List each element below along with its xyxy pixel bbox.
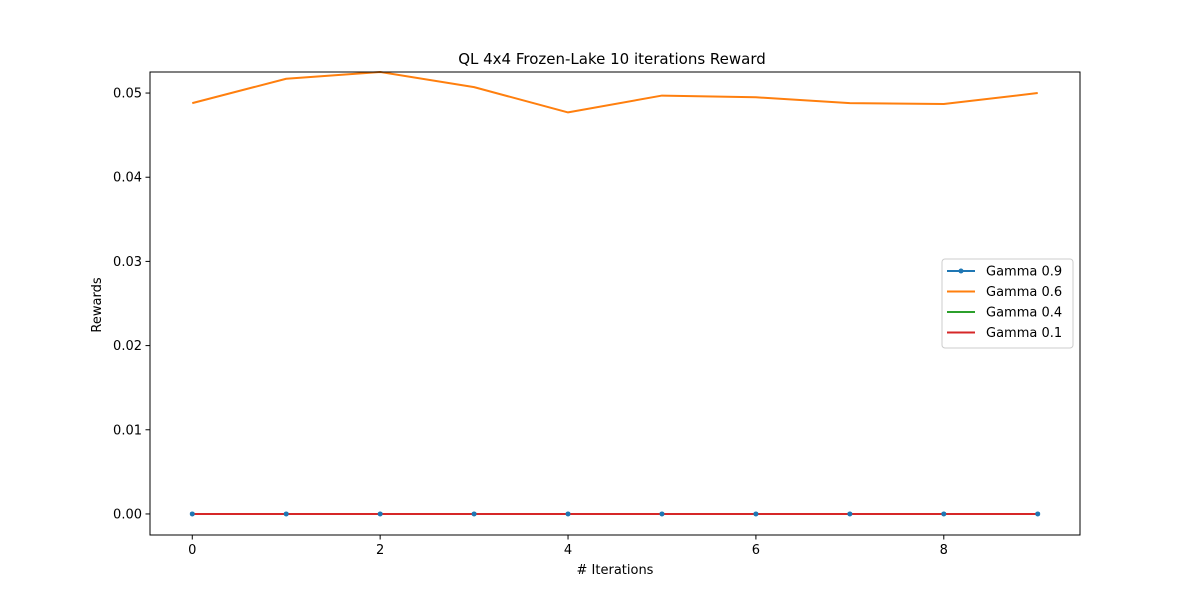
legend: Gamma 0.9 Gamma 0.6 Gamma 0.4 Gamma 0.1 [941, 258, 1074, 349]
chart-title: QL 4x4 Frozen-Lake 10 iterations Reward [458, 50, 766, 68]
plot-area: 0 2 4 6 8 0.00 0.01 0.02 0.03 0.04 0.05 [113, 71, 1081, 558]
y-tick-label: 0.02 [113, 339, 142, 354]
x-tick-label: 4 [564, 543, 572, 558]
x-tick-label: 2 [376, 543, 384, 558]
data-point-0-2 [377, 511, 383, 517]
y-tick-label: 0.03 [113, 255, 142, 270]
data-point-0-8 [941, 511, 947, 517]
legend-label-3: Gamma 0.1 [986, 326, 1062, 341]
x-tick-label: 0 [188, 543, 196, 558]
data-point-0-0 [189, 511, 195, 517]
data-point-0-7 [847, 511, 853, 517]
y-axis-title: Rewards [90, 277, 105, 332]
x-axis-title: # Iterations [577, 563, 654, 578]
axes-frame [149, 71, 1081, 536]
legend-label-2: Gamma 0.4 [986, 306, 1062, 321]
y-tick-label: 0.01 [113, 423, 142, 438]
y-tick-label: 0.00 [113, 507, 142, 522]
x-tick-label: 8 [940, 543, 948, 558]
data-point-0-9 [1035, 511, 1041, 517]
data-point-0-4 [565, 511, 571, 517]
y-tick-label: 0.05 [113, 87, 142, 102]
legend-box [941, 258, 1074, 349]
legend-label-1: Gamma 0.6 [986, 285, 1062, 300]
legend-label-0: Gamma 0.9 [986, 265, 1062, 280]
y-tick-label: 0.04 [113, 171, 142, 186]
data-point-0-5 [659, 511, 665, 517]
data-point-0-3 [471, 511, 477, 517]
x-tick-label: 6 [752, 543, 760, 558]
data-point-0-1 [283, 511, 289, 517]
legend-marker-0 [958, 268, 964, 274]
series-line-1 [192, 71, 1038, 114]
data-point-0-6 [753, 511, 759, 517]
